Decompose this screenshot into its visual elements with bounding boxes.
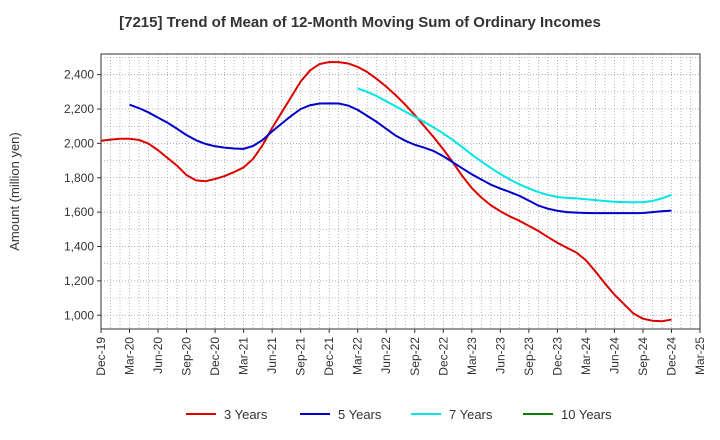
legend-label: 3 Years — [224, 407, 268, 422]
x-tick-label: Dec-22 — [436, 337, 450, 376]
x-tick-label: Jun-21 — [265, 337, 279, 374]
series-layer — [100, 61, 672, 323]
x-tick-label: Dec-23 — [550, 337, 564, 376]
y-axis-label: Amount (million yen) — [7, 132, 22, 251]
x-tick-label: Mar-20 — [123, 337, 137, 375]
x-tick-label: Dec-21 — [322, 337, 336, 376]
series-line-5-years — [129, 102, 672, 215]
series-line-3-years — [100, 61, 672, 323]
x-tick-label: Sep-23 — [522, 337, 536, 376]
legend-label: 10 Years — [561, 407, 612, 422]
x-tick-label: Dec-19 — [94, 337, 108, 376]
series-line-7-years — [357, 87, 672, 204]
y-tick-label: 1,600 — [64, 205, 94, 219]
x-tick-label: Mar-24 — [579, 337, 593, 375]
y-tick-label: 1,000 — [64, 308, 94, 322]
y-tick-label: 2,200 — [64, 102, 94, 116]
x-tick-label: Mar-25 — [693, 337, 707, 375]
x-tick-label: Sep-22 — [408, 337, 422, 376]
y-tick-label: 2,400 — [64, 68, 94, 82]
plot-border — [100, 53, 701, 330]
x-axis: Dec-19 Mar-20 Jun-20 Sep-20 Dec-20 Mar-21 Jun-… — [94, 329, 707, 376]
x-tick-label: Dec-24 — [664, 337, 678, 376]
x-tick-label: Jun-20 — [151, 337, 165, 374]
x-tick-label: Jun-23 — [493, 337, 507, 374]
y-tick-label: 1,800 — [64, 171, 94, 185]
x-tick-label: Sep-24 — [636, 337, 650, 376]
x-tick-label: Jun-24 — [607, 337, 621, 374]
legend: 3 Years 5 Years 7 Years 10 Years — [186, 407, 612, 422]
y-tick-label: 1,400 — [64, 240, 94, 254]
x-tick-label: Dec-20 — [208, 337, 222, 376]
legend-label: 7 Years — [449, 407, 493, 422]
grid-layer — [101, 54, 700, 329]
plot-area — [101, 54, 700, 329]
legend-label: 5 Years — [338, 407, 382, 422]
y-axis: 1,000 1,200 1,400 1,600 1,800 2,000 2,200 2,400 — [64, 68, 101, 322]
x-tick-label: Jun-22 — [379, 337, 393, 374]
chart-title: [7215] Trend of Mean of 12-Month Moving … — [119, 14, 601, 31]
y-tick-label: 1,200 — [64, 274, 94, 288]
x-tick-label: Sep-20 — [180, 337, 194, 376]
x-tick-label: Mar-23 — [465, 337, 479, 375]
x-tick-label: Mar-21 — [237, 337, 251, 375]
y-tick-label: 2,000 — [64, 136, 94, 150]
x-tick-label: Sep-21 — [294, 337, 308, 376]
x-tick-label: Mar-22 — [351, 337, 365, 375]
